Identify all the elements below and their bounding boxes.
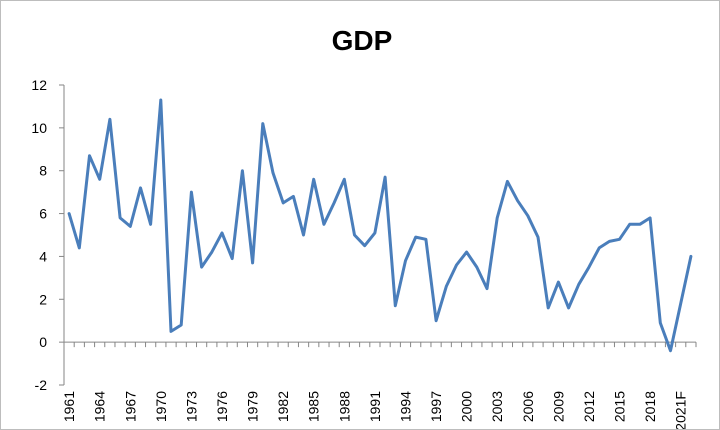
x-tick-label: 1970 [153, 391, 169, 422]
x-tick-label: 2015 [612, 391, 628, 422]
x-tick-label: 2021F [673, 391, 689, 429]
axes [59, 84, 697, 386]
x-tick-label: 1985 [306, 391, 322, 422]
x-tick-label: 1961 [61, 391, 77, 422]
x-tick-label: 2006 [520, 391, 536, 422]
series-group [67, 98, 693, 353]
x-tick-label: 1979 [245, 391, 261, 422]
x-tick-label: 1964 [92, 391, 108, 422]
x-tick-label: 1997 [428, 391, 444, 422]
x-tick-label: 2012 [581, 391, 597, 422]
y-tick-label: 0 [39, 334, 47, 350]
y-tick-label: 6 [39, 206, 47, 222]
x-tick-label: 2003 [489, 391, 505, 422]
x-axis-tick-labels: 1961 1964 1967 1970 1973 1976 1979 1982 1985 1988… [61, 391, 689, 429]
x-tick-label: 1976 [214, 391, 230, 422]
y-tick-label: 8 [39, 163, 47, 179]
chart-title: GDP [332, 25, 393, 56]
x-tick-label: 1967 [122, 391, 138, 422]
x-tick-label: 1973 [183, 391, 199, 422]
x-tick-label: 2018 [642, 391, 658, 422]
y-tick-label: 2 [39, 291, 47, 307]
x-tick-label: 1994 [397, 391, 413, 422]
x-tick-label: 2009 [550, 391, 566, 422]
x-tick-label: 2000 [459, 391, 475, 422]
y-tick-label: 10 [31, 120, 47, 136]
y-tick-label: 12 [31, 77, 47, 93]
x-tick-label: 1982 [275, 391, 291, 422]
series-line [67, 98, 693, 353]
y-tick-label: -2 [35, 377, 48, 393]
x-tick-label: 1988 [336, 391, 352, 422]
y-tick-label: 4 [39, 248, 47, 264]
x-tick-label: 1991 [367, 391, 383, 422]
y-axis-tick-labels: -2 0 2 4 6 8 10 12 [31, 77, 47, 393]
